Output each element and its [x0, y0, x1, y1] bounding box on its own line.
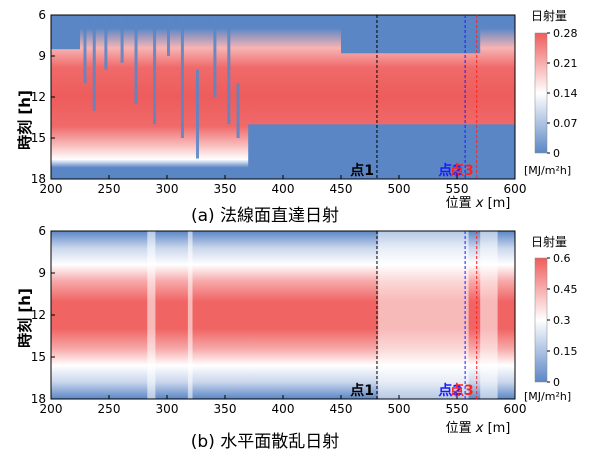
shadow-streak: [153, 15, 157, 125]
x-tick-label: 250: [98, 182, 121, 196]
y-tick-label: 9: [38, 266, 46, 280]
colorbar-a-ticks: 0.28 0.21 0.14 0.07 0: [547, 27, 578, 160]
low-transmission-band: [378, 231, 469, 399]
heatmap-b-low-bands: [147, 231, 498, 399]
colorbar-tick-label: 0.15: [553, 345, 578, 358]
x-tick-label: 600: [504, 182, 527, 196]
y-tick-label: 6: [38, 224, 46, 238]
colorbar-b-unit: [MJ/m²h]: [524, 390, 571, 403]
x-tick-label: 300: [156, 402, 179, 416]
marker-label: 点3: [450, 162, 474, 179]
x-tick-label: 250: [98, 402, 121, 416]
marker-label: 点1: [350, 382, 374, 399]
heatmap-b-caption: (b) 水平面散乱日射: [191, 432, 339, 452]
shadow-streak: [236, 83, 240, 138]
y-tick-label: 18: [31, 392, 46, 406]
y-tick-label: 18: [31, 172, 46, 186]
y-tick-label: 9: [38, 49, 46, 63]
colorbar-a-title: 日射量: [531, 8, 567, 23]
shadow-streak: [227, 15, 231, 125]
x-tick-label: 500: [388, 402, 411, 416]
shadow-streak: [213, 15, 217, 97]
colorbar-b: [534, 257, 548, 383]
x-tick-label: 500: [388, 182, 411, 196]
heatmap-b-x-ticks: 200 250 300 350 400 450 500 550 600: [40, 395, 527, 416]
x-tick-label: 350: [214, 402, 237, 416]
x-tick-label: 400: [272, 182, 295, 196]
colorbar-tick-label: 0.14: [553, 87, 578, 100]
heatmap-a-ylabel: 時刻 [h]: [16, 90, 34, 150]
x-tick-label: 200: [40, 182, 63, 196]
colorbar-tick-label: 0: [553, 147, 560, 160]
heatmap-b-ylabel: 時刻 [h]: [16, 288, 34, 348]
y-tick-label: 15: [31, 131, 46, 145]
x-tick-label: 450: [330, 182, 353, 196]
heatmap-a-x-ticks: 200 250 300 350 400 450 500 550 600: [40, 175, 527, 196]
colorbar-tick-label: 0.21: [553, 57, 578, 70]
x-tick-label: 350: [214, 182, 237, 196]
colorbar-b-title: 日射量: [531, 234, 567, 249]
shadow-streak: [104, 15, 108, 70]
shadow-streak: [120, 15, 124, 63]
marker-label: 点2: [438, 382, 462, 399]
shadow-region: [51, 15, 80, 50]
y-tick-label: 12: [31, 90, 46, 104]
colorbar-tick-label: 0.28: [553, 27, 578, 40]
colorbar-tick-label: 0: [553, 376, 560, 389]
shadow-streak: [167, 15, 170, 56]
x-tick-label: 550: [446, 402, 469, 416]
colorbar-tick-label: 0.3: [553, 314, 571, 327]
colorbar-tick-label: 0.07: [553, 117, 578, 130]
y-tick-label: 15: [31, 350, 46, 364]
shadow-region: [248, 124, 515, 179]
heatmap-a-xlabel: 位置 x [m]: [446, 196, 511, 211]
marker-label: 点1: [350, 162, 374, 179]
x-tick-label: 550: [446, 182, 469, 196]
colorbar-tick-label: 0.45: [553, 283, 578, 296]
colorbar-tick-label: 0.6: [553, 252, 571, 265]
x-tick-label: 200: [40, 402, 63, 416]
heatmap-b-xlabel: 位置 x [m]: [446, 421, 511, 436]
heatmap-b-y-ticks: 6 9 12 15 18: [31, 224, 55, 406]
heatmap-a-y-ticks: 6 9 12 15 18: [31, 8, 55, 186]
marker-label: 点2: [438, 162, 462, 179]
shadow-streak: [196, 69, 199, 159]
low-transmission-band: [187, 231, 193, 399]
shadow-streak: [134, 15, 138, 104]
colorbar-a-unit: [MJ/m²h]: [524, 164, 571, 177]
low-transmission-band: [147, 231, 156, 399]
colorbar-b-ticks: 0.6 0.45 0.3 0.15 0: [547, 252, 578, 389]
y-tick-label: 6: [38, 8, 46, 22]
shadow-region: [341, 15, 481, 54]
low-transmission-band: [480, 231, 498, 399]
heatmap-a-shadow-regions: [51, 15, 515, 179]
x-tick-label: 450: [330, 402, 353, 416]
shadow-streak: [180, 15, 184, 138]
marker-label: 点3: [450, 382, 474, 399]
colorbar-a: [534, 32, 548, 154]
shadow-streak: [92, 15, 96, 111]
y-tick-label: 12: [31, 308, 46, 322]
x-tick-label: 300: [156, 182, 179, 196]
x-tick-label: 600: [504, 402, 527, 416]
shadow-streak: [83, 15, 87, 84]
heatmap-a-caption: (a) 法線面直達日射: [191, 206, 339, 226]
x-tick-label: 400: [272, 402, 295, 416]
